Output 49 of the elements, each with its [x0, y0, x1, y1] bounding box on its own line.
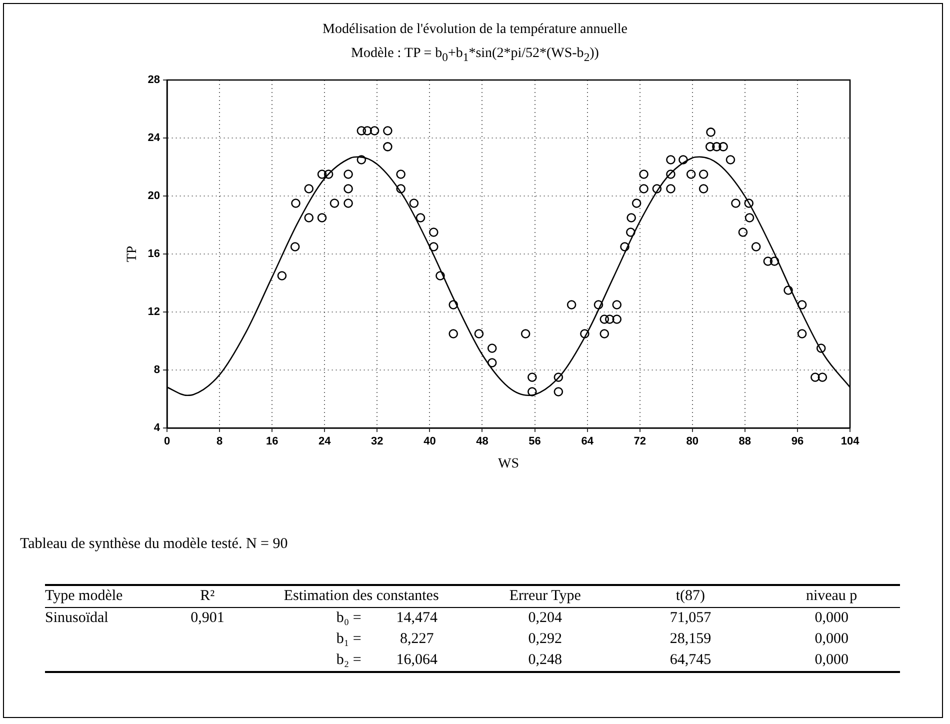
text: 0,000	[814, 630, 850, 649]
text: 0,000	[814, 609, 850, 628]
text: b₁ =	[335, 630, 362, 649]
text: Tableau de synthèse du modèle testé. N = 90	[20, 536, 288, 553]
x-tick-label: 40	[424, 436, 436, 448]
text: 71,057	[668, 609, 712, 628]
x-tick-label: 8	[216, 436, 223, 448]
text: t(87)	[618, 585, 764, 608]
y-tick-label: 8	[154, 364, 160, 376]
y-tick-label: 12	[148, 306, 160, 318]
x-tick-label: 72	[634, 436, 646, 448]
text: 14,474	[395, 609, 439, 628]
x-tick-label: 16	[266, 436, 278, 448]
text: 28,159	[668, 630, 712, 649]
text: 0,901	[190, 609, 226, 628]
x-tick-label: 104	[840, 436, 860, 448]
y-tick-label: 16	[148, 248, 160, 260]
text: b₂ =	[250, 650, 362, 672]
x-tick-label: 80	[686, 436, 699, 448]
chart-subtitle: Modèle : TP = b$_{0}$+b$_{1}$*sin(2*pi/52*(WS-b$_{2}$))	[350, 46, 600, 64]
text: 8,227	[399, 630, 435, 649]
text: 0,204	[527, 609, 564, 628]
x-tick-label: 96	[791, 436, 804, 448]
x-tick-label: 88	[738, 436, 752, 448]
text: Sinusoïdal	[45, 609, 110, 628]
text: 64,745	[618, 650, 764, 672]
y-axis-title: TP	[125, 246, 140, 262]
text: niveau p	[763, 585, 900, 608]
x-axis-title: WS	[498, 456, 520, 472]
y-tick-label: 24	[148, 132, 161, 144]
text: Erreur Type	[472, 585, 618, 608]
y-tick-label: 4	[154, 422, 161, 434]
y-tick-label: 28	[148, 74, 160, 86]
chart-title: Modélisation de l'évolution de la température annuelle	[322, 22, 628, 38]
text: Type modèle	[45, 585, 165, 608]
text: 0,292	[527, 630, 564, 649]
text: Estimation des constantes	[250, 585, 472, 608]
x-tick-label: 48	[476, 436, 488, 448]
text: R²	[164, 585, 250, 608]
x-tick-label: 32	[371, 436, 384, 448]
text: 16,064	[361, 650, 472, 672]
x-tick-label: 56	[528, 436, 541, 448]
x-tick-label: 0	[164, 436, 170, 448]
text: 0,248	[472, 650, 618, 672]
x-tick-label: 64	[581, 436, 594, 448]
x-tick-label: 24	[318, 436, 332, 448]
text: 0,000	[763, 650, 900, 672]
y-tick-label: 20	[148, 190, 160, 202]
text: b₀ =	[335, 609, 362, 628]
